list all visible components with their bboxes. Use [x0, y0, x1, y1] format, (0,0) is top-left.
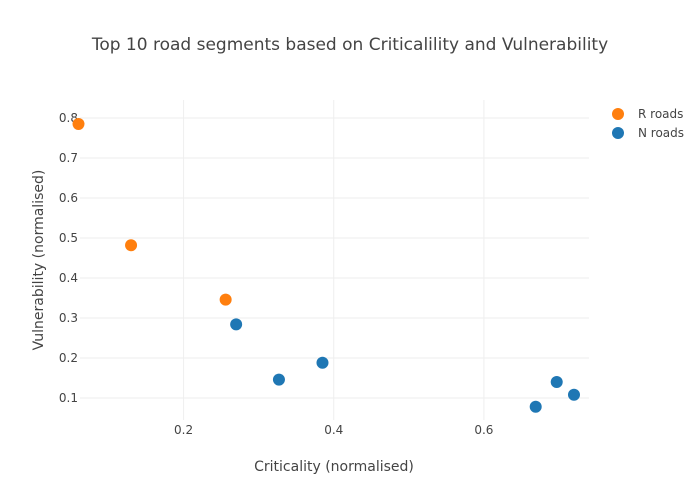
legend-item-r-roads[interactable]: R roads [612, 107, 683, 121]
x-axis-title: Criticality (normalised) [254, 459, 414, 475]
y-axis-title: Vulnerability (normalised) [31, 170, 47, 351]
data-point [529, 400, 542, 413]
x-tick-label: 0.2 [174, 423, 193, 437]
y-tick-label: 0.6 [59, 191, 78, 205]
data-point [316, 356, 329, 369]
legend-label-n-roads: N roads [638, 126, 684, 140]
chart-title: Top 10 road segments based on Criticalil… [91, 35, 608, 55]
y-tick-label: 0.5 [59, 231, 78, 245]
data-points [72, 118, 580, 413]
y-axis-ticks: 0.10.20.30.40.50.60.70.8 [59, 111, 78, 405]
grid-layer [80, 100, 589, 420]
legend-marker-r-roads [612, 108, 624, 120]
data-point [219, 293, 232, 306]
legend-marker-n-roads [612, 127, 624, 139]
series-r-roads [72, 118, 232, 306]
y-tick-label: 0.7 [59, 151, 78, 165]
y-tick-label: 0.2 [59, 351, 78, 365]
series-n-roads [230, 318, 580, 413]
y-tick-label: 0.3 [59, 311, 78, 325]
data-point [567, 388, 580, 401]
data-point [550, 376, 563, 388]
data-point [272, 373, 285, 386]
legend[interactable]: R roads N roads [612, 107, 684, 140]
x-axis-ticks: 0.2 0.4 0.6 [174, 423, 493, 437]
y-tick-label: 0.1 [59, 391, 78, 405]
x-tick-label: 0.6 [474, 423, 493, 437]
legend-item-n-roads[interactable]: N roads [612, 126, 684, 140]
data-point [72, 118, 85, 130]
data-point [230, 318, 243, 331]
y-tick-label: 0.4 [59, 271, 78, 285]
data-point [125, 239, 138, 252]
x-tick-label: 0.4 [324, 423, 343, 437]
legend-label-r-roads: R roads [638, 107, 683, 121]
